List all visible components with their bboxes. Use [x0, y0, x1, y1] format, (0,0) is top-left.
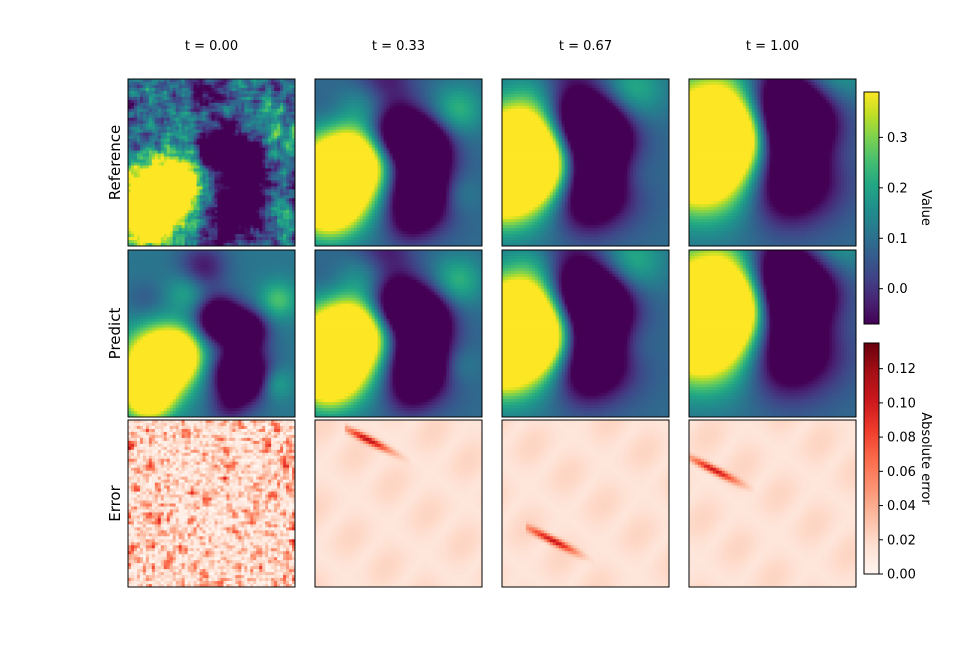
heatmap-panels: [127, 78, 857, 588]
colorbar-tick-label: 0.0: [887, 282, 908, 297]
colorbar-error-label: Absolute error: [918, 412, 933, 505]
colorbar-value-label: Value: [918, 190, 933, 226]
colorbar-tick-label: 0.04: [887, 499, 916, 514]
column-title-3: t = 1.00: [746, 39, 799, 54]
panel-error-2: [501, 419, 670, 588]
panel-error-3: [688, 419, 857, 588]
panel-predict-1: [314, 249, 483, 418]
colorbar-tick-label: 0.00: [887, 568, 916, 583]
panel-frame: [314, 78, 483, 247]
colorbar-tick-label: 0.08: [887, 431, 916, 446]
colorbar-value: 0.0 0.1 0.2 0.3 Value: [863, 91, 933, 325]
panel-predict-0: [127, 249, 296, 418]
panel-frame: [501, 419, 670, 588]
panel-reference-1: [314, 78, 483, 247]
colorbar-tick-label: 0.06: [887, 465, 916, 480]
panel-frame: [314, 419, 483, 588]
panel-predict-2: [501, 249, 670, 418]
column-titles: t = 0.00 t = 0.33 t = 0.67 t = 1.00: [185, 39, 799, 54]
panel-error-0: [127, 419, 296, 588]
column-title-1: t = 0.33: [372, 39, 425, 54]
panel-error-1: [314, 419, 483, 588]
panel-frame: [127, 249, 296, 418]
colorbar-error: 0.00 0.02 0.04 0.06 0.08 0.10 0.12 Absolute err…: [863, 342, 933, 583]
panel-frame: [688, 78, 857, 247]
panel-reference-3: [688, 78, 857, 247]
colorbars: 0.0 0.1 0.2 0.3 Value 0.00 0.02 0.04 0.06 0.08 0.1…: [863, 91, 933, 583]
panel-frame: [688, 249, 857, 418]
colorbar-tick-label: 0.12: [887, 362, 916, 377]
panel-frame: [127, 419, 296, 588]
row-label-error: Error: [106, 484, 124, 521]
colorbar-value-bar: [863, 91, 880, 325]
panel-frame: [501, 78, 670, 247]
row-labels: Reference Predict Error: [106, 125, 124, 522]
panel-reference-0: [127, 78, 296, 247]
panel-reference-2: [501, 78, 670, 247]
panel-frame: [127, 78, 296, 247]
colorbar-tick-label: 0.10: [887, 396, 916, 411]
colorbar-tick-label: 0.2: [887, 181, 908, 196]
colorbar-error-bar: [863, 342, 880, 575]
row-label-predict: Predict: [106, 308, 124, 360]
colorbar-tick-label: 0.1: [887, 232, 908, 247]
colorbar-tick-label: 0.3: [887, 131, 908, 146]
panel-predict-3: [688, 249, 857, 418]
column-title-2: t = 0.67: [559, 39, 612, 54]
row-label-reference: Reference: [106, 125, 124, 201]
panel-frame: [501, 249, 670, 418]
colorbar-tick-label: 0.02: [887, 533, 916, 548]
column-title-0: t = 0.00: [185, 39, 238, 54]
panel-frame: [688, 419, 857, 588]
panel-frame: [314, 249, 483, 418]
